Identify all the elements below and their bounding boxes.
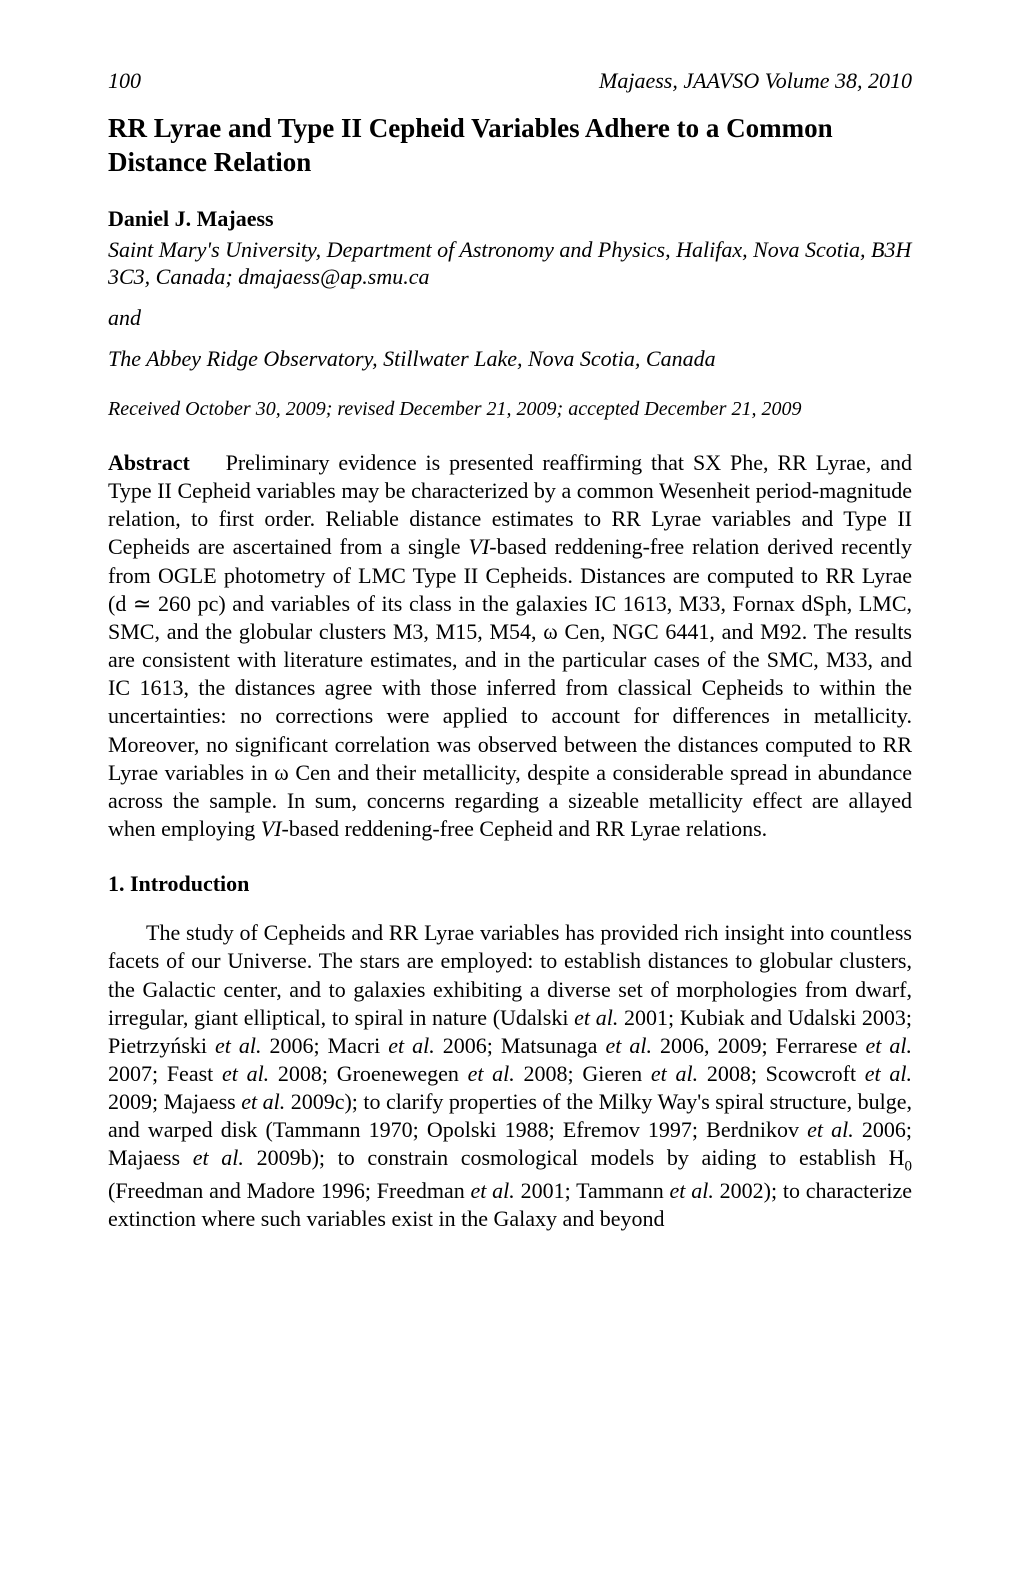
abstract-text-2: -based reddening-free relation derived r… — [108, 534, 912, 841]
running-header: 100 Majaess, JAAVSO Volume 38, 2010 — [108, 68, 912, 94]
body-text-6: 2007; Feast — [108, 1061, 222, 1086]
author-affiliation-1: Saint Mary's University, Department of A… — [108, 236, 912, 291]
body-text-4: 2006; Matsunaga — [435, 1033, 606, 1058]
etal-10: et al. — [241, 1089, 285, 1114]
body-text-3: 2006; Macri — [262, 1033, 389, 1058]
etal-1: et al. — [574, 1005, 618, 1030]
etal-12: et al. — [193, 1145, 244, 1170]
body-text-7: 2008; Groenewegen — [269, 1061, 467, 1086]
etal-5: et al. — [865, 1033, 912, 1058]
author-affiliation-2: The Abbey Ridge Observatory, Stillwater … — [108, 345, 912, 373]
etal-14: et al. — [670, 1178, 714, 1203]
h-subscript-0: 0 — [905, 1159, 913, 1175]
etal-13: et al. — [471, 1178, 515, 1203]
etal-4: et al. — [605, 1033, 652, 1058]
abstract-text-3: -based reddening-free Cepheid and RR Lyr… — [282, 816, 768, 841]
author-name: Daniel J. Majaess — [108, 206, 912, 232]
section-1-body: The study of Cepheids and RR Lyrae varia… — [108, 919, 912, 1233]
abstract-paragraph: Abstract Preliminary evidence is present… — [108, 449, 912, 843]
etal-3: et al. — [388, 1033, 435, 1058]
etal-11: et al. — [807, 1117, 854, 1142]
section-1-heading: 1. Introduction — [108, 871, 912, 897]
body-text-5: 2006, 2009; Ferrarese — [652, 1033, 866, 1058]
body-text-9: 2008; Scowcroft — [698, 1061, 865, 1086]
etal-7: et al. — [468, 1061, 515, 1086]
abstract-label: Abstract — [108, 450, 190, 475]
body-text-14: (Freedman and Madore 1996; Freedman — [108, 1178, 471, 1203]
submission-dates: Received October 30, 2009; revised Decem… — [108, 398, 912, 421]
body-text-10: 2009; Majaess — [108, 1089, 241, 1114]
page-number: 100 — [108, 68, 141, 94]
vi-italic-1: VI — [469, 534, 490, 559]
body-text-13: 2009b); to constrain cosmological models… — [244, 1145, 905, 1170]
body-text-15: 2001; Tammann — [515, 1178, 670, 1203]
etal-9: et al. — [865, 1061, 912, 1086]
body-text-8: 2008; Gieren — [515, 1061, 651, 1086]
and-connector: and — [108, 305, 912, 331]
etal-8: et al. — [651, 1061, 698, 1086]
article-title: RR Lyrae and Type II Cepheid Variables A… — [108, 112, 912, 180]
etal-2: et al. — [215, 1033, 262, 1058]
running-head-text: Majaess, JAAVSO Volume 38, 2010 — [599, 68, 912, 94]
etal-6: et al. — [222, 1061, 269, 1086]
vi-italic-2: VI — [261, 816, 282, 841]
